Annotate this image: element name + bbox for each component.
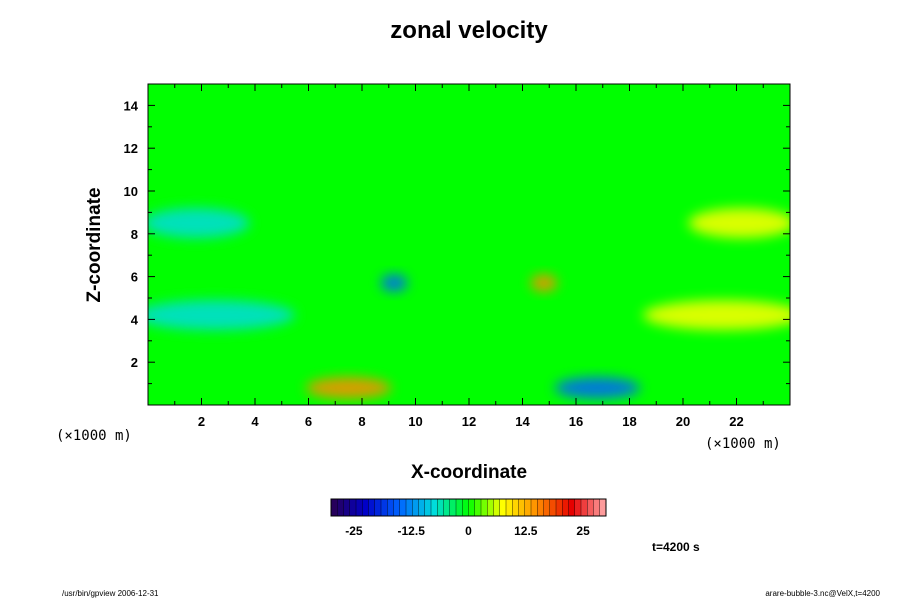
colorbar-segment: [449, 499, 457, 516]
x-axis-label: X-coordinate: [411, 462, 527, 483]
time-label: t=4200 s: [652, 540, 700, 554]
heatmap-feature: [148, 208, 250, 239]
colorbar-segment: [487, 499, 494, 516]
heatmap-feature: [380, 274, 408, 292]
chart-title: zonal velocity: [390, 17, 548, 44]
heatmap-feature: [305, 377, 392, 399]
colorbar-segment: [431, 499, 438, 516]
colorbar-segment: [424, 499, 432, 516]
colorbar-tick-label: -25: [345, 524, 363, 538]
colorbar-segment: [524, 499, 532, 516]
heatmap-feature: [554, 377, 641, 399]
colorbar-segment: [456, 499, 463, 516]
heatmap-feature: [148, 300, 296, 331]
x-axis-unit: (×1000 m): [705, 436, 781, 452]
heatmap-plot: [147, 83, 791, 406]
footer-left: /usr/bin/gpview 2006-12-31: [62, 589, 159, 598]
y-tick-label: 10: [124, 184, 138, 199]
heatmap-feature: [530, 274, 558, 292]
x-axis-ticks: 2 4 6 8 10 12 14 16 18 20 22: [174, 84, 764, 429]
colorbar-segment: [381, 499, 388, 516]
x-tick-label: 14: [515, 414, 530, 429]
colorbar-segment: [537, 499, 544, 516]
y-axis-ticks: 2 4 6 8 10 12 14: [124, 98, 790, 385]
heatmap-background: [148, 84, 790, 405]
x-tick-label: 18: [622, 414, 636, 429]
colorbar-ticks: -25 -12.5 0 12.5 25: [345, 524, 590, 538]
heatmap-feature: [642, 300, 790, 331]
x-tick-label: 10: [408, 414, 422, 429]
colorbar-segment: [343, 499, 351, 516]
colorbar-segment: [543, 499, 551, 516]
colorbar-segment: [399, 499, 407, 516]
colorbar-segment: [593, 499, 601, 516]
x-tick-label: 12: [462, 414, 476, 429]
colorbar-tick-label: 25: [576, 524, 590, 538]
colorbar-segment: [468, 499, 476, 516]
y-tick-label: 8: [131, 227, 138, 242]
y-tick-label: 6: [131, 270, 138, 285]
colorbar-segments: [330, 499, 607, 516]
colorbar-segment: [443, 499, 451, 516]
colorbar-segment: [356, 499, 363, 516]
colorbar-segment: [512, 499, 519, 516]
colorbar-segment: [337, 499, 344, 516]
colorbar-segment: [331, 499, 338, 516]
colorbar-segment: [599, 499, 607, 516]
colorbar-segment: [587, 499, 594, 516]
colorbar-segment: [412, 499, 419, 516]
y-tick-label: 12: [124, 141, 138, 156]
colorbar-segment: [531, 499, 538, 516]
colorbar-tick-label: 12.5: [514, 524, 538, 538]
x-tick-label: 2: [198, 414, 205, 429]
colorbar-tick-label: -12.5: [398, 524, 426, 538]
colorbar-segment: [481, 499, 488, 516]
y-axis-unit: (×1000 m): [56, 428, 132, 444]
colorbar-segment: [581, 499, 588, 516]
colorbar-segment: [418, 499, 426, 516]
colorbar: -25 -12.5 0 12.5 25: [330, 498, 607, 538]
colorbar-segment: [556, 499, 563, 516]
colorbar-segment: [574, 499, 582, 516]
heatmap-feature: [688, 208, 790, 239]
colorbar-segment: [493, 499, 501, 516]
colorbar-segment: [406, 499, 413, 516]
colorbar-segment: [349, 499, 357, 516]
colorbar-segment: [562, 499, 569, 516]
colorbar-segment: [474, 499, 482, 516]
x-tick-label: 20: [676, 414, 690, 429]
colorbar-segment: [368, 499, 376, 516]
colorbar-segment: [393, 499, 401, 516]
colorbar-segment: [437, 499, 444, 516]
colorbar-segment: [518, 499, 526, 516]
colorbar-segment: [374, 499, 382, 516]
y-tick-label: 4: [131, 312, 139, 327]
colorbar-segment: [362, 499, 369, 516]
x-tick-label: 22: [729, 414, 743, 429]
colorbar-segment: [462, 499, 469, 516]
colorbar-segment: [499, 499, 507, 516]
y-axis-label: Z-coordinate: [84, 187, 105, 302]
footer-right: arare-bubble-3.nc@VelX,t=4200: [765, 589, 880, 598]
y-tick-label: 2: [131, 355, 138, 370]
x-tick-label: 4: [251, 414, 259, 429]
colorbar-frame: [330, 498, 607, 517]
x-tick-label: 8: [358, 414, 365, 429]
colorbar-segment: [568, 499, 576, 516]
colorbar-segment: [549, 499, 557, 516]
colorbar-segment: [387, 499, 394, 516]
heatmap-features: [148, 208, 790, 399]
y-tick-label: 14: [124, 98, 139, 113]
colorbar-tick-label: 0: [465, 524, 472, 538]
x-tick-label: 6: [305, 414, 312, 429]
colorbar-segment: [506, 499, 513, 516]
x-tick-label: 16: [569, 414, 583, 429]
